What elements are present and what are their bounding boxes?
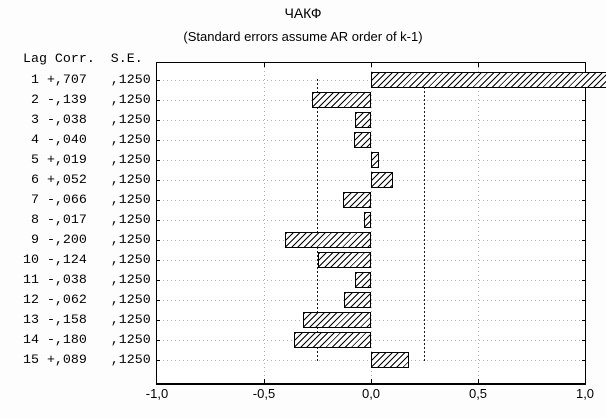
left-axis-tick: [157, 280, 160, 281]
table-row: 10 -,124 ,1250: [23, 252, 151, 267]
table-row: 13 -,158 ,1250: [23, 312, 151, 327]
left-axis-tick: [157, 300, 160, 301]
right-axis-tick: [582, 140, 585, 141]
left-axis-tick: [157, 120, 160, 121]
left-axis-tick: [157, 320, 160, 321]
x-axis-tick-label: 0,0: [361, 386, 381, 401]
bar-lag-14: [293, 332, 371, 348]
table-row: 3 -,038 ,1250: [23, 112, 151, 127]
right-axis-tick: [582, 280, 585, 281]
vertical-gridline: [477, 63, 479, 383]
right-axis-tick: [582, 100, 585, 101]
right-axis-tick: [582, 220, 585, 221]
table-row: 11 -,038 ,1250: [23, 272, 151, 287]
chart-title: ЧАКФ: [284, 5, 322, 21]
table-row: 9 -,200 ,1250: [23, 232, 151, 247]
table-row: 14 -,180 ,1250: [23, 332, 151, 347]
table-row: 1 +,707 ,1250: [23, 72, 151, 87]
top-axis-tick: [370, 63, 372, 67]
top-axis-tick: [263, 63, 265, 67]
bar-lag-1: [371, 72, 606, 88]
confidence-limit-line: [317, 79, 318, 361]
right-axis-tick: [582, 340, 585, 341]
bar-lag-13: [303, 312, 371, 328]
right-axis-tick: [582, 300, 585, 301]
chart-subtitle: (Standard errors assume AR order of k-1): [183, 29, 423, 44]
right-axis-tick: [582, 260, 585, 261]
x-axis-tick-label: 0,5: [468, 386, 488, 401]
table-row: 8 -,017 ,1250: [23, 212, 151, 227]
left-axis-tick: [157, 340, 160, 341]
right-axis-tick: [582, 320, 585, 321]
bar-lag-10: [317, 252, 371, 268]
right-axis-tick: [582, 180, 585, 181]
left-axis-tick: [157, 160, 160, 161]
bar-lag-3: [354, 112, 371, 128]
bar-lag-4: [353, 132, 371, 148]
bar-lag-15: [371, 352, 410, 368]
bar-lag-8: [363, 212, 371, 228]
bottom-axis-tick: [370, 379, 372, 383]
table-row: 2 -,139 ,1250: [23, 92, 151, 107]
table-row: 5 +,019 ,1250: [23, 152, 151, 167]
table-row: 12 -,062 ,1250: [23, 292, 151, 307]
left-axis-tick: [157, 240, 160, 241]
left-axis-tick: [157, 220, 160, 221]
right-axis-tick: [582, 360, 585, 361]
left-axis-tick: [157, 360, 160, 361]
confidence-limit-line: [424, 79, 425, 361]
left-axis-tick: [157, 100, 160, 101]
table-row: 15 +,089 ,1250: [23, 352, 151, 367]
right-axis-tick: [582, 240, 585, 241]
left-axis-tick: [157, 80, 160, 81]
x-axis-tick-label: -0,5: [252, 386, 276, 401]
top-axis-tick: [477, 63, 479, 67]
bar-lag-5: [371, 152, 380, 168]
bottom-axis-tick: [477, 379, 479, 383]
plot-area: [156, 62, 606, 385]
bar-lag-9: [285, 232, 371, 248]
left-axis-tick: [157, 180, 160, 181]
right-axis-tick: [582, 200, 585, 201]
left-axis-tick: [157, 200, 160, 201]
bar-lag-12: [344, 292, 371, 308]
table-row: 6 +,052 ,1250: [23, 172, 151, 187]
table-row: 4 -,040 ,1250: [23, 132, 151, 147]
bar-lag-7: [342, 192, 371, 208]
x-axis-tick-label: 1,0: [575, 386, 595, 401]
vertical-gridline: [263, 63, 265, 383]
vertical-gridline: [370, 63, 372, 383]
left-axis-tick: [157, 260, 160, 261]
bar-lag-6: [371, 172, 394, 188]
right-axis-tick: [582, 120, 585, 121]
x-axis-tick-label: -1,0: [145, 386, 169, 401]
bar-lag-2: [311, 92, 371, 108]
bottom-axis-tick: [263, 379, 265, 383]
table-row: 7 -,066 ,1250: [23, 192, 151, 207]
bar-lag-11: [354, 272, 371, 288]
stats-table-header: Lag Corr. S.E.: [23, 51, 143, 66]
right-axis-tick: [582, 160, 585, 161]
left-axis-tick: [157, 140, 160, 141]
